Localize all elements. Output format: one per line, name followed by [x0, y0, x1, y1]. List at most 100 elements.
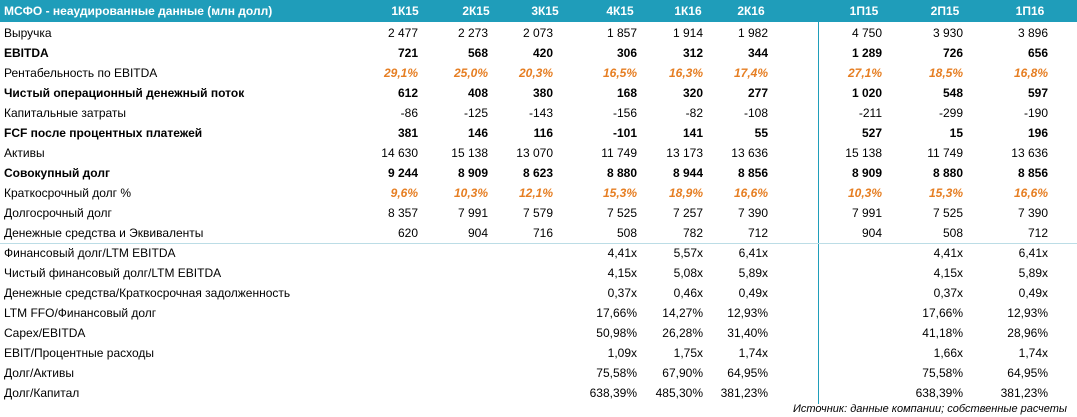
cell-value: 12,93% [727, 306, 768, 320]
cell-value: -86 [400, 106, 418, 120]
cell-value: 75,58% [922, 366, 963, 380]
cell-value: -108 [743, 106, 768, 120]
cell-value: 15,3% [928, 186, 963, 200]
column-header: 2П15 [930, 4, 960, 18]
cell-value: 16,6% [1013, 186, 1048, 200]
cell-value: 3 896 [1017, 26, 1048, 40]
cell-value: -82 [685, 106, 703, 120]
cell-value: 8 880 [606, 166, 637, 180]
cell-value: 1 982 [737, 26, 768, 40]
cell-value: 782 [682, 226, 703, 240]
cell-value: 2 273 [457, 26, 488, 40]
row-label: Чистый финансовый долг/LTM EBITDA [4, 266, 222, 280]
cell-value: 8 856 [1017, 166, 1048, 180]
cell-value: 548 [942, 86, 963, 100]
cell-value: 10,3% [453, 186, 488, 200]
column-header: 2К16 [737, 4, 765, 18]
cell-value: 485,30% [655, 386, 703, 400]
cell-value: 31,40% [727, 326, 768, 340]
cell-value: 1 289 [851, 46, 882, 60]
table-title: МСФО - неаудированные данные (млн долл) [4, 4, 273, 18]
row-label: Рентабельность по EBITDA [4, 66, 158, 80]
cell-value: 0,37x [933, 286, 963, 300]
cell-value: 13 070 [516, 146, 553, 160]
row-label: Денежные средства и Эквиваленты [4, 226, 204, 240]
cell-value: 11 749 [927, 146, 963, 160]
cell-value: 17,66% [596, 306, 637, 320]
cell-value: 638,39% [589, 386, 637, 400]
row-label: Долг/Активы [4, 366, 74, 380]
cell-value: 28,96% [1007, 326, 1048, 340]
cell-value: 0,49x [1018, 286, 1048, 300]
cell-value: 1,74x [738, 346, 768, 360]
cell-value: -156 [612, 106, 637, 120]
cell-value: 612 [397, 86, 418, 100]
cell-value: 26,28% [662, 326, 703, 340]
cell-value: 7 390 [1017, 206, 1048, 220]
cell-value: 64,95% [1007, 366, 1048, 380]
cell-value: 344 [747, 46, 768, 60]
cell-value: 116 [533, 126, 553, 140]
cell-value: 13 636 [1011, 146, 1048, 160]
cell-value: 14 630 [381, 146, 418, 160]
cell-value: 381 [397, 126, 418, 140]
cell-value: 4,15x [933, 266, 963, 280]
cell-value: -211 [858, 106, 882, 120]
cell-value: 41,18% [922, 326, 963, 340]
cell-value: 20,3% [518, 66, 553, 80]
row-label: FCF после процентных платежей [4, 126, 203, 140]
column-header: 1К15 [391, 4, 419, 18]
column-header: 1П16 [1015, 4, 1045, 18]
cell-value: 8 944 [672, 166, 703, 180]
cell-value: 381,23% [720, 386, 768, 400]
cell-value: -143 [528, 106, 553, 120]
cell-value: 7 991 [851, 206, 882, 220]
cell-value: 380 [532, 86, 553, 100]
cell-value: 17,4% [733, 66, 768, 80]
cell-value: 7 991 [457, 206, 488, 220]
cell-value: 408 [467, 86, 488, 100]
cell-value: 18,5% [928, 66, 963, 80]
cell-value: 306 [616, 46, 637, 60]
cell-value: 4,41x [607, 246, 637, 260]
row-label: Активы [4, 146, 45, 160]
row-separator [0, 243, 1077, 244]
cell-value: 13 173 [666, 146, 703, 160]
cell-value: 8 623 [522, 166, 553, 180]
cell-value: 638,39% [915, 386, 963, 400]
column-separator [818, 22, 819, 404]
cell-value: 7 390 [737, 206, 768, 220]
cell-value: 2 477 [387, 26, 418, 40]
row-label: EBIT/Процентные расходы [4, 346, 155, 360]
cell-value: 1,74x [1018, 346, 1048, 360]
cell-value: 1 914 [672, 26, 703, 40]
cell-value: 6,41x [1018, 246, 1048, 260]
cell-value: 8 357 [387, 206, 418, 220]
cell-value: 27,1% [847, 66, 882, 80]
cell-value: 904 [861, 226, 882, 240]
cell-value: 320 [682, 86, 703, 100]
cell-value: -299 [938, 106, 963, 120]
cell-value: 75,58% [596, 366, 637, 380]
cell-value: 527 [861, 126, 882, 140]
row-label: EBITDA [4, 46, 49, 60]
cell-value: 29,1% [383, 66, 418, 80]
cell-value: 50,98% [596, 326, 637, 340]
cell-value: 721 [397, 46, 418, 60]
row-label: Краткосрочный долг % [4, 186, 132, 200]
cell-value: 0,49x [738, 286, 768, 300]
cell-value: 1,66x [933, 346, 963, 360]
cell-value: 568 [467, 46, 488, 60]
cell-value: 8 909 [851, 166, 882, 180]
cell-value: 4,41x [933, 246, 963, 260]
cell-value: 15 138 [845, 146, 882, 160]
cell-value: 712 [747, 226, 768, 240]
cell-value: 17,66% [922, 306, 963, 320]
cell-value: 141 [682, 126, 703, 140]
cell-value: 620 [397, 226, 418, 240]
cell-value: 67,90% [662, 366, 703, 380]
cell-value: 1 020 [851, 86, 882, 100]
cell-value: 3 930 [932, 26, 963, 40]
row-label: Денежные средства/Краткосрочная задолжен… [4, 286, 291, 300]
cell-value: 2 073 [522, 26, 553, 40]
